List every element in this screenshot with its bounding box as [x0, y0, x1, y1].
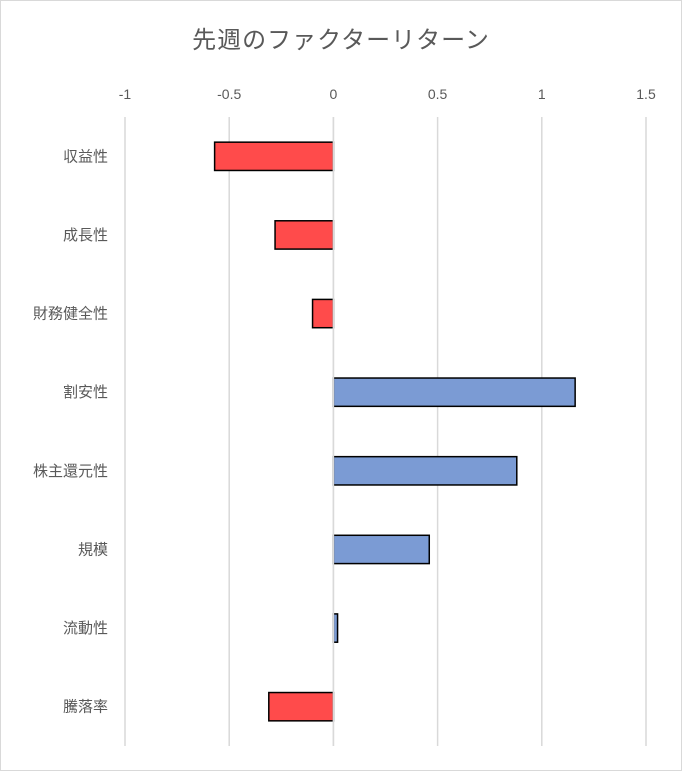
bars [213, 141, 576, 722]
gridlines [124, 117, 647, 746]
category-label: 騰落率 [63, 698, 108, 716]
category-label: 財務健全性 [33, 305, 108, 323]
bar [213, 141, 335, 172]
bar [268, 691, 335, 722]
bar [332, 534, 431, 565]
category-label: 収益性 [63, 147, 108, 165]
category-label: 流動性 [63, 619, 108, 637]
x-tick-label: -1 [119, 86, 132, 102]
x-tick-label: 1 [538, 86, 546, 102]
category-label: 成長性 [63, 226, 108, 244]
category-label: 割安性 [63, 383, 108, 401]
category-label: 株主還元性 [33, 462, 108, 480]
x-tick-label: 0 [330, 86, 338, 102]
bar [332, 377, 576, 408]
x-tick-labels: -1 -0.5 0 0.5 1 1.5 [119, 86, 656, 102]
chart-title: 先週のファクターリターン [192, 26, 490, 54]
x-tick-label: 0.5 [428, 86, 448, 102]
bar [311, 298, 335, 329]
x-tick-label: 1.5 [636, 86, 656, 102]
category-label: 規模 [78, 540, 108, 558]
bar [332, 455, 518, 486]
x-tick-label: -0.5 [217, 86, 241, 102]
bar [274, 220, 335, 250]
